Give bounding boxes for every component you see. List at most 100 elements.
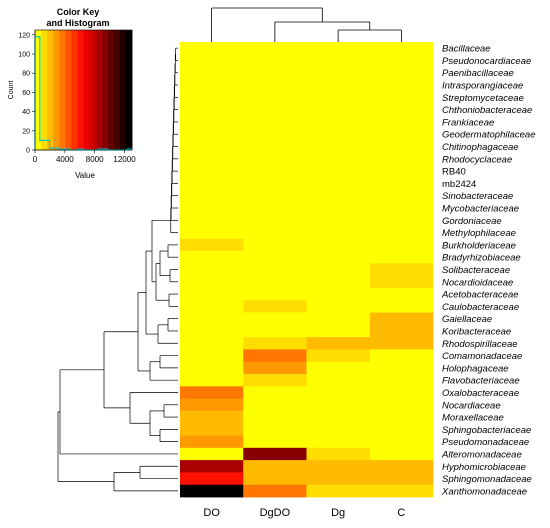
color-key-y-tick-label: 120 <box>18 32 30 39</box>
heatmap-cell <box>306 103 371 117</box>
color-key-x-axis: 0 4000 8000 12000 <box>33 149 136 164</box>
heatmap-cell <box>180 140 244 154</box>
heatmap-cell <box>306 287 371 301</box>
color-key-swatch <box>83 30 90 150</box>
row-label: Geodermatophilaceae <box>442 130 535 141</box>
row-label: Chthoniobacteraceae <box>442 105 532 116</box>
row-label: RB40 <box>442 167 466 178</box>
heatmap-cell <box>180 152 244 166</box>
row-label: Bacillaceae <box>442 44 491 55</box>
row-label: Rhodocyclaceae <box>442 154 512 165</box>
heatmap-cell <box>180 435 244 449</box>
heatmap-cell <box>306 91 371 104</box>
heatmap-cell <box>306 423 371 436</box>
heatmap-cell <box>306 189 371 203</box>
color-key-swatch <box>71 30 78 150</box>
heatmap-cell <box>369 324 434 338</box>
heatmap-cell <box>243 447 307 461</box>
heatmap-cell <box>369 312 434 326</box>
heatmap-cell <box>369 201 434 215</box>
heatmap-cell <box>306 140 371 154</box>
row-label: Moraxellaceae <box>442 413 504 424</box>
heatmap-cell <box>180 177 244 190</box>
color-key-gradient <box>34 29 133 151</box>
heatmap-cell <box>306 312 371 326</box>
heatmap-cell <box>243 152 307 166</box>
heatmap-cell <box>243 423 307 436</box>
heatmap-cell <box>306 337 371 350</box>
color-key-y-tick-label: 40 <box>22 109 30 116</box>
heatmap-cell <box>243 324 307 338</box>
heatmap-cell <box>180 263 244 277</box>
row-dendrogram <box>57 47 178 492</box>
heatmap-cell <box>180 42 244 55</box>
heatmap-cell <box>369 275 434 289</box>
heatmap-cell <box>369 337 434 350</box>
heatmap-cell <box>369 460 434 473</box>
color-key-y-tick-label: 0 <box>26 148 30 155</box>
color-key-swatch <box>95 30 103 150</box>
heatmap-cell <box>243 177 307 190</box>
column-label: Dg <box>331 507 345 519</box>
color-key-swatch <box>101 30 109 150</box>
color-key: Color Key and Histogram 0 4000 8000 12000 0… <box>8 7 136 180</box>
color-key-x-tick-label: 4000 <box>56 155 74 164</box>
row-label: Pseudonocardiaceae <box>442 56 531 67</box>
heatmap-cell <box>180 349 244 363</box>
heatmap-cell <box>180 337 244 350</box>
color-key-x-tick-label: 12000 <box>113 155 136 164</box>
heatmap-cell <box>180 251 244 264</box>
heatmap-cell <box>369 251 434 264</box>
heatmap-cell <box>306 251 371 264</box>
heatmap-cell <box>180 201 244 215</box>
heatmap-cell <box>243 226 307 240</box>
heatmap-cell <box>180 484 244 498</box>
row-label: Gaiellaceae <box>442 314 492 325</box>
heatmap-cell <box>243 128 307 141</box>
heatmap-cell <box>180 91 244 104</box>
color-key-swatch <box>77 30 84 150</box>
heatmap-cell <box>306 238 371 252</box>
column-dendrogram <box>211 7 402 44</box>
heatmap-cell <box>180 164 244 178</box>
row-label: Bradyrhizobiaceae <box>442 253 521 264</box>
color-key-swatch <box>47 30 54 150</box>
row-label: Koribacteraceae <box>442 326 511 337</box>
row-label: Solibacteraceae <box>442 265 510 276</box>
column-label: DgDO <box>260 507 291 519</box>
row-label: Burkholderiaceae <box>442 240 516 251</box>
heatmap-cell <box>369 115 434 129</box>
heatmap-cell <box>369 263 434 277</box>
color-key-swatch <box>41 30 48 150</box>
heatmap-cell <box>369 164 434 178</box>
row-label: Acetobacteraceae <box>441 290 519 301</box>
heatmap-cell <box>243 91 307 104</box>
heatmap-cell <box>306 398 371 412</box>
heatmap-cell <box>180 312 244 326</box>
heatmap-cell <box>243 460 307 473</box>
color-key-title-line2: and Histogram <box>46 18 109 28</box>
heatmap-cell <box>306 447 371 461</box>
color-key-swatch <box>125 30 133 150</box>
row-label: Sphingomonadaceae <box>442 474 532 485</box>
heatmap-cell <box>306 66 371 80</box>
heatmap-cell <box>243 140 307 154</box>
row-label: Comamonadaceae <box>442 351 522 362</box>
heatmap-cell <box>369 484 434 498</box>
heatmap-cell <box>180 54 244 67</box>
color-key-swatch <box>53 30 60 150</box>
heatmap-cell <box>306 324 371 338</box>
heatmap-cell <box>369 374 434 387</box>
heatmap-cell <box>243 386 307 400</box>
color-key-swatch <box>35 30 42 150</box>
heatmap-cell <box>369 300 434 313</box>
heatmap-cell <box>180 324 244 338</box>
heatmap-cell <box>243 214 307 227</box>
heatmap-cell <box>306 435 371 449</box>
heatmap-cell <box>369 177 434 190</box>
row-label: Hyphomicrobiaceae <box>442 462 526 473</box>
heatmap-cell <box>306 410 371 424</box>
row-label: Paenibacillaceae <box>442 68 514 79</box>
row-label: mb2424 <box>442 179 476 190</box>
heatmap-cell <box>369 66 434 80</box>
